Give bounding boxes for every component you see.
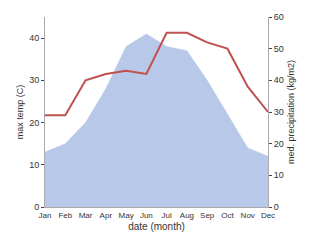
svg-text:10: 10 <box>274 170 284 180</box>
svg-text:Apr: Apr <box>100 211 113 220</box>
svg-text:Oct: Oct <box>221 211 234 220</box>
svg-text:Nov: Nov <box>241 211 255 220</box>
svg-text:Aug: Aug <box>180 211 194 220</box>
svg-text:10: 10 <box>29 160 39 170</box>
svg-text:Sep: Sep <box>200 211 215 220</box>
svg-text:20: 20 <box>274 139 284 149</box>
svg-text:30: 30 <box>274 107 284 117</box>
svg-text:0: 0 <box>274 202 279 212</box>
svg-text:Jan: Jan <box>39 211 52 220</box>
svg-text:0: 0 <box>34 202 39 212</box>
svg-text:max temp (C): max temp (C) <box>15 85 25 140</box>
svg-text:60: 60 <box>274 12 284 22</box>
svg-text:Dec: Dec <box>261 211 275 220</box>
svg-text:Jun: Jun <box>140 211 153 220</box>
svg-text:Jul: Jul <box>162 211 172 220</box>
svg-text:30: 30 <box>29 75 39 85</box>
svg-text:50: 50 <box>274 44 284 54</box>
svg-text:date (month): date (month) <box>128 221 185 232</box>
svg-text:Feb: Feb <box>58 211 72 220</box>
svg-text:med. precipitation (kg/m2): med. precipitation (kg/m2) <box>286 60 296 164</box>
svg-text:20: 20 <box>29 118 39 128</box>
svg-text:40: 40 <box>274 75 284 85</box>
svg-text:Mar: Mar <box>79 211 93 220</box>
svg-text:May: May <box>119 211 134 220</box>
svg-text:40: 40 <box>29 33 39 43</box>
